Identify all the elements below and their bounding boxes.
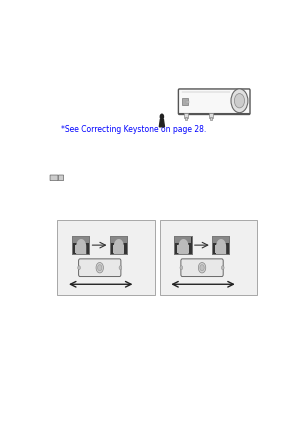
Bar: [224, 245, 226, 253]
Bar: [215, 245, 218, 253]
FancyBboxPatch shape: [50, 175, 58, 181]
Circle shape: [119, 266, 122, 270]
Circle shape: [198, 263, 206, 273]
Bar: [174, 236, 192, 254]
Bar: [212, 236, 229, 254]
Circle shape: [98, 265, 102, 271]
Circle shape: [221, 266, 224, 270]
Bar: [209, 113, 213, 118]
Bar: [72, 236, 89, 254]
Circle shape: [231, 89, 248, 113]
Bar: [186, 245, 188, 253]
Bar: [57, 220, 155, 295]
Bar: [175, 236, 191, 244]
Bar: [212, 236, 229, 244]
Circle shape: [96, 263, 103, 273]
Bar: [75, 245, 77, 253]
Bar: [110, 236, 127, 244]
Bar: [113, 245, 115, 253]
Circle shape: [160, 113, 164, 120]
Bar: [72, 236, 89, 254]
Circle shape: [234, 94, 244, 108]
Circle shape: [200, 265, 204, 271]
Bar: [84, 245, 86, 253]
Bar: [184, 113, 188, 118]
FancyBboxPatch shape: [58, 175, 64, 181]
Polygon shape: [159, 119, 164, 127]
Bar: [186, 101, 189, 103]
Text: *See Correcting Keystone on page 28.: *See Correcting Keystone on page 28.: [61, 125, 206, 134]
Bar: [174, 236, 192, 254]
Bar: [110, 236, 127, 254]
Bar: [72, 236, 89, 244]
Bar: [212, 236, 229, 254]
Bar: [178, 245, 180, 253]
FancyBboxPatch shape: [79, 259, 121, 277]
Bar: [122, 245, 124, 253]
Bar: [182, 98, 188, 105]
Circle shape: [78, 266, 80, 270]
Bar: [110, 236, 127, 254]
FancyBboxPatch shape: [178, 89, 250, 114]
Bar: [160, 220, 257, 295]
Bar: [210, 117, 212, 120]
FancyBboxPatch shape: [181, 259, 223, 277]
Circle shape: [180, 266, 183, 270]
Bar: [185, 117, 188, 120]
